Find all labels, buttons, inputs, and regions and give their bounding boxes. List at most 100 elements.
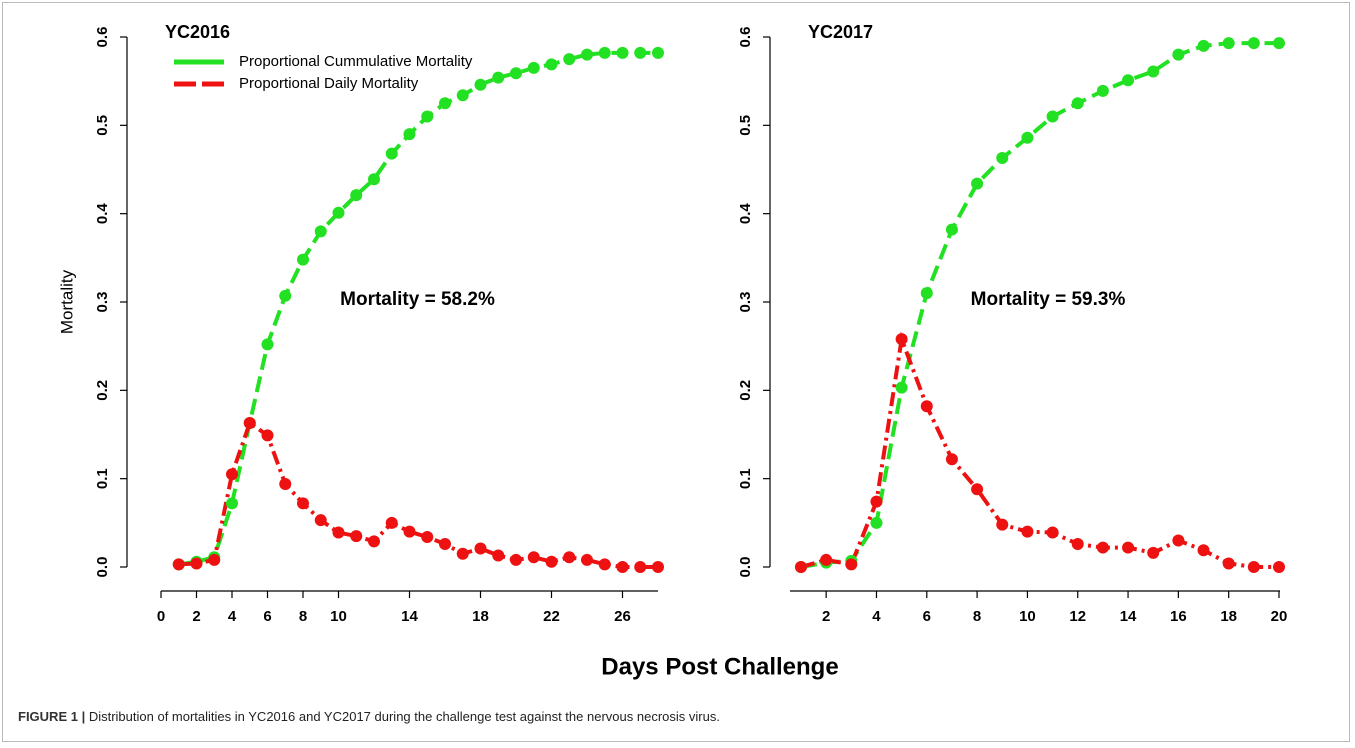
point	[439, 97, 451, 110]
point	[403, 128, 416, 141]
x-tick-label: 8	[973, 608, 981, 625]
point	[1197, 544, 1210, 557]
series-line	[178, 50, 658, 567]
point	[581, 553, 593, 566]
point	[226, 497, 238, 510]
point	[598, 46, 611, 59]
point	[563, 551, 576, 564]
x-tick-label: 16	[1170, 608, 1187, 625]
point	[208, 553, 221, 566]
point	[1046, 526, 1059, 539]
x-axis-label: Days Post Challenge	[601, 653, 838, 680]
x-tick-label: 2	[192, 608, 200, 625]
x-tick-label: 6	[263, 608, 271, 625]
point	[279, 477, 292, 490]
point	[634, 46, 647, 59]
point	[920, 400, 933, 413]
x-tick-label: 2	[822, 608, 830, 625]
x-tick-label: 18	[472, 608, 489, 625]
x-tick-label: 8	[299, 608, 307, 625]
point	[895, 333, 908, 346]
point	[403, 525, 416, 538]
point	[421, 530, 434, 543]
point	[297, 497, 309, 510]
y-tick-label: 0.2	[94, 380, 111, 401]
point	[1273, 37, 1285, 50]
point	[1197, 39, 1210, 52]
point	[971, 483, 984, 496]
point	[545, 58, 558, 71]
point	[845, 558, 858, 571]
point	[920, 287, 933, 300]
point	[314, 225, 327, 238]
point	[456, 547, 469, 560]
point	[895, 381, 908, 394]
chart: Mortality Days Post Challenge 0.0 0.1 0.2 0…	[57, 22, 1287, 681]
y-tick-label: 0.0	[94, 557, 111, 578]
x-tick-label: 12	[1069, 608, 1086, 625]
annotation: Mortality = 58.2%	[340, 289, 495, 310]
legend-label: Proportional Cummulative Mortality	[239, 53, 473, 70]
point	[1247, 37, 1260, 50]
point	[492, 549, 505, 562]
y-axis-label: Mortality	[57, 269, 76, 334]
x-tick-label: 14	[401, 608, 418, 625]
x-tick-label: 0	[157, 608, 165, 625]
point	[581, 48, 593, 61]
x-tick-label: 4	[228, 608, 237, 625]
y-tick-label: 0.3	[94, 292, 111, 313]
panel-title: YC2016	[165, 22, 230, 42]
point	[226, 468, 238, 481]
point	[368, 535, 380, 548]
x-tick-label: 22	[543, 608, 560, 625]
point	[870, 516, 883, 529]
point	[332, 206, 345, 219]
point	[474, 78, 487, 91]
y-tick-label: 0.4	[94, 203, 111, 225]
point	[350, 189, 363, 202]
y-tick-label: 0.5	[737, 115, 754, 136]
point	[279, 289, 292, 302]
point	[996, 152, 1009, 165]
y-tick-label: 0.3	[737, 292, 754, 313]
x-tick-label: 4	[872, 608, 881, 625]
point	[616, 561, 629, 573]
point	[1122, 74, 1135, 87]
point	[996, 518, 1009, 531]
y-tick-label: 0.6	[94, 27, 111, 48]
x-tick-label: 26	[614, 608, 631, 625]
point	[421, 110, 434, 123]
point	[1096, 84, 1109, 97]
point	[945, 223, 958, 236]
point	[1222, 557, 1235, 570]
point	[616, 46, 629, 59]
point	[795, 561, 807, 573]
legend-label: Proportional Daily Mortality	[239, 75, 419, 92]
point	[350, 530, 363, 543]
point	[385, 147, 398, 160]
point	[1222, 37, 1235, 50]
point	[243, 417, 256, 430]
y-tick-label: 0.1	[737, 468, 754, 489]
point	[563, 53, 576, 66]
point	[1046, 110, 1059, 123]
point	[314, 514, 327, 527]
point	[1071, 97, 1084, 110]
y-tick-label: 0.2	[737, 380, 754, 401]
point	[510, 553, 522, 566]
point	[527, 551, 540, 564]
point	[945, 453, 958, 466]
point	[1021, 131, 1034, 144]
x-tick-label: 10	[330, 608, 347, 625]
x-tick-label: 10	[1019, 608, 1036, 625]
x-tick-label: 18	[1220, 608, 1237, 625]
point	[474, 542, 487, 555]
point	[1147, 546, 1160, 559]
panel-title: YC2017	[808, 22, 873, 42]
point	[1071, 538, 1084, 551]
point	[385, 516, 398, 529]
point	[598, 558, 611, 571]
point	[1172, 534, 1185, 547]
point	[261, 338, 274, 351]
